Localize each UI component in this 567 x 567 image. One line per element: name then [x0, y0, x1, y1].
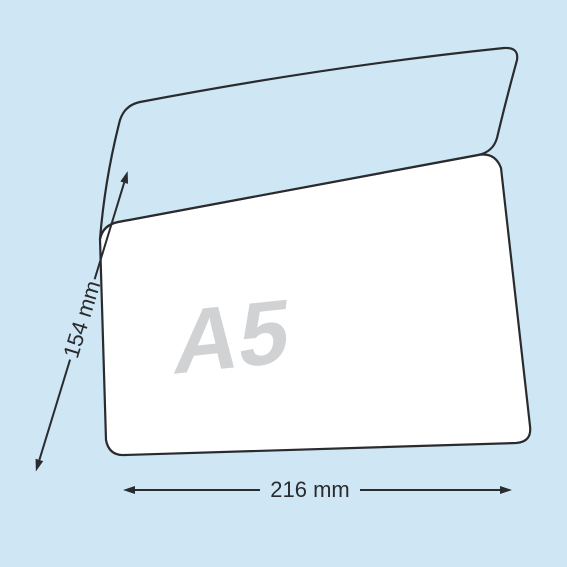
pouch-label: A5 [170, 281, 295, 395]
width-value: 216 mm [270, 477, 349, 502]
diagram-canvas: A5 154 mm 216 mm [0, 0, 567, 567]
